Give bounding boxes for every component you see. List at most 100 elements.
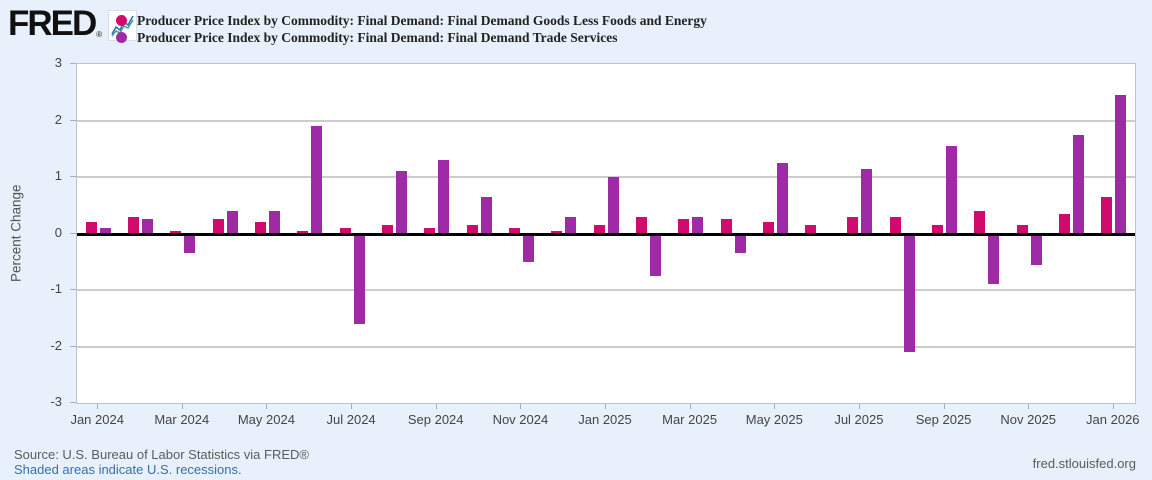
bar-trade-services[interactable] (776, 162, 788, 234)
y-tick-mark (70, 63, 76, 64)
bar-goods[interactable] (635, 216, 647, 234)
bar-trade-services[interactable] (1073, 134, 1084, 234)
x-tick-mark (1112, 404, 1114, 409)
x-tick-mark (1028, 404, 1030, 409)
x-tick-label: Jan 2025 (578, 412, 632, 427)
bar-goods[interactable] (932, 225, 944, 234)
bar-goods[interactable] (889, 216, 901, 234)
x-axis: Jan 2024 Mar 2024 May 2024 Jul 2024 Sep 2024… (70, 403, 1140, 435)
bar-trade-services[interactable] (226, 210, 238, 234)
bar-trade-services[interactable] (607, 177, 619, 234)
bar-trade-services[interactable] (692, 216, 704, 234)
x-tick-mark (351, 404, 353, 409)
bar-goods[interactable] (762, 222, 774, 234)
bar-goods[interactable] (212, 219, 224, 234)
recession-note-link[interactable]: Shaded areas indicate U.S. recessions. (14, 462, 242, 477)
y-tick-label: 0 (54, 224, 62, 240)
x-tick-mark (943, 404, 945, 409)
x-tick-label: Jan 2026 (1086, 412, 1140, 427)
bar-goods[interactable] (128, 216, 139, 234)
bar-trade-services[interactable] (99, 227, 111, 234)
bar-trade-services[interactable] (395, 171, 407, 234)
bar-trade-services[interactable] (311, 126, 323, 234)
y-tick-mark (70, 119, 76, 121)
y-tick-label: -2 (50, 337, 62, 353)
legend-label-trade-services: Producer Price Index by Commodity: Final… (137, 29, 618, 45)
x-tick-label: Jul 2024 (326, 412, 376, 427)
bar-goods[interactable] (1101, 196, 1113, 234)
source-text: Source: U.S. Bureau of Labor Statistics … (14, 447, 309, 462)
legend-item-trade-services[interactable]: Producer Price Index by Commodity: Final… (116, 29, 707, 46)
x-tick-label: Jul 2025 (834, 412, 884, 427)
bar-trade-services[interactable] (480, 196, 492, 234)
bar-trade-services[interactable] (438, 160, 450, 234)
y-tick-label: 3 (54, 55, 62, 70)
bar-goods[interactable] (1016, 225, 1028, 234)
plot-area (76, 63, 1136, 404)
bar-trade-services[interactable] (1030, 233, 1042, 265)
y-tick-label: 1 (54, 168, 62, 183)
bar-trade-services[interactable] (946, 145, 958, 234)
bar-goods[interactable] (85, 222, 97, 234)
legend-item-goods[interactable]: Producer Price Index by Commodity: Final… (116, 12, 707, 29)
y-tick-label: 2 (54, 111, 62, 127)
y-tick-mark (70, 176, 76, 177)
bar-trade-services[interactable] (268, 210, 280, 234)
bar-trade-services[interactable] (734, 233, 746, 254)
legend-dot-goods (116, 15, 127, 26)
bar-goods[interactable] (466, 225, 478, 234)
bar-goods[interactable] (254, 222, 266, 234)
bar-trade-services[interactable] (988, 233, 1000, 285)
x-tick-label: Sep 2025 (915, 412, 972, 427)
gridline (77, 176, 1135, 178)
bar-trade-services[interactable] (353, 233, 365, 324)
bar-goods[interactable] (381, 225, 393, 234)
legend: Producer Price Index by Commodity: Final… (116, 12, 707, 46)
bar-goods[interactable] (170, 230, 182, 234)
gridline (77, 345, 1135, 348)
y-tick-mark (70, 289, 76, 290)
y-tick-mark (70, 402, 76, 403)
bar-goods[interactable] (551, 230, 563, 234)
y-tick-mark (70, 232, 76, 234)
y-tick-label: -3 (50, 394, 62, 409)
bar-trade-services[interactable] (565, 216, 577, 234)
bar-goods[interactable] (974, 210, 986, 234)
x-tick-label: Nov 2024 (492, 412, 549, 427)
bar-goods[interactable] (297, 230, 309, 234)
bar-goods[interactable] (805, 225, 817, 234)
bar-trade-services[interactable] (184, 233, 196, 254)
bar-goods[interactable] (508, 227, 520, 234)
x-tick-mark (605, 404, 606, 409)
y-axis: 3 2 1 0 -1 -2 -3 (0, 55, 76, 409)
x-tick-label: May 2024 (237, 412, 295, 427)
x-tick-mark (858, 404, 860, 409)
bar-goods[interactable] (1059, 213, 1070, 234)
gridline (77, 119, 1135, 122)
legend-dot-trade-services (116, 32, 127, 43)
x-tick-mark (266, 404, 268, 409)
bar-goods[interactable] (339, 227, 351, 234)
bar-trade-services[interactable] (861, 168, 873, 234)
bar-trade-services[interactable] (522, 233, 534, 262)
bar-goods[interactable] (847, 216, 859, 234)
bar-goods[interactable] (678, 219, 690, 234)
registered-trademark-mark: ® (96, 30, 103, 39)
bar-trade-services[interactable] (142, 219, 153, 234)
x-tick-mark (689, 404, 691, 409)
fred-logo-text: FRED (8, 4, 97, 43)
x-tick-label: Sep 2024 (407, 412, 464, 427)
bar-goods[interactable] (720, 219, 732, 234)
bar-trade-services[interactable] (1115, 95, 1127, 234)
x-tick-mark (181, 404, 183, 409)
site-url-text: fred.stlouisfed.org (1032, 456, 1136, 471)
bar-goods[interactable] (593, 225, 605, 234)
x-tick-mark (520, 404, 522, 409)
bar-trade-services[interactable] (649, 233, 661, 276)
bar-trade-services[interactable] (903, 233, 915, 353)
bar-goods[interactable] (424, 227, 436, 234)
x-tick-label: Jan 2024 (70, 412, 124, 427)
zero-line (77, 232, 1135, 236)
legend-label-goods: Producer Price Index by Commodity: Final… (137, 12, 707, 28)
